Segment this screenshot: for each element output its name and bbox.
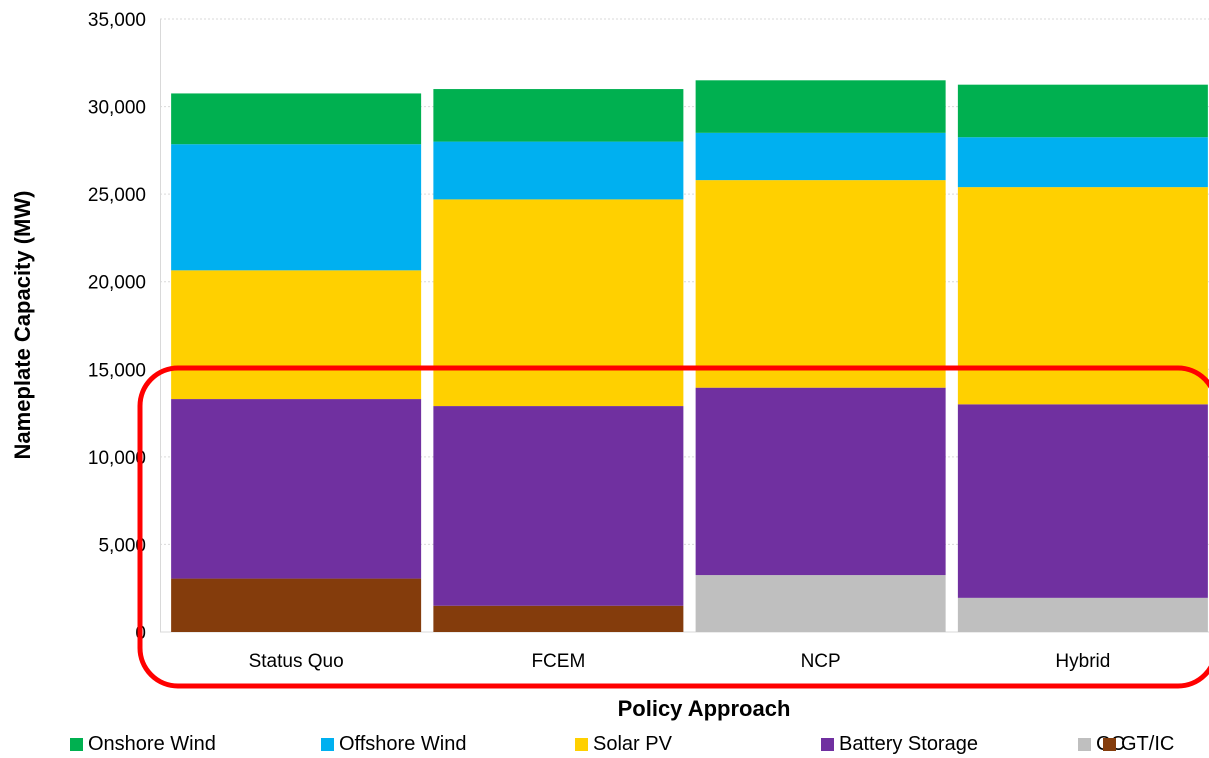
x-axis-title: Policy Approach: [618, 696, 791, 721]
bar-segment-offshore-wind: [171, 144, 422, 271]
legend-item: Solar PV: [575, 733, 672, 756]
bar-segment-cc: [695, 575, 946, 632]
y-tick-label: 30,000: [88, 98, 146, 119]
bar-segment-solar-pv: [957, 187, 1208, 405]
y-tick-label: 20,000: [88, 273, 146, 294]
x-tick-labels: Status Quo FCEM NCP Hybrid: [249, 651, 1111, 672]
legend-swatch: [575, 738, 588, 751]
bar-segment-cc: [957, 597, 1208, 632]
x-tick-label: FCEM: [531, 651, 585, 672]
bar-segment-battery-storage: [957, 404, 1208, 598]
legend-label: Solar PV: [593, 733, 672, 755]
legend-label: Offshore Wind: [339, 733, 467, 755]
bar-segment-battery-storage: [695, 387, 946, 576]
bar-segment-onshore-wind: [171, 93, 422, 145]
bar-segment-onshore-wind: [957, 84, 1208, 138]
y-tick-label: 15,000: [88, 360, 146, 381]
bar-segment-gt-ic: [171, 578, 422, 632]
legend-swatch: [821, 738, 834, 751]
legend-item: Battery Storage: [821, 733, 978, 756]
y-tick-label: 5,000: [98, 535, 146, 556]
legend-swatch: [1103, 738, 1116, 751]
bar-segment-solar-pv: [433, 199, 684, 407]
legend-label: Battery Storage: [839, 733, 978, 755]
legend-swatch: [1078, 738, 1091, 751]
bar-segment-battery-storage: [433, 406, 684, 606]
legend-swatch: [321, 738, 334, 751]
bars: [171, 80, 1208, 632]
y-axis-title: Nameplate Capacity (MW): [10, 191, 35, 460]
legend-swatch: [70, 738, 83, 751]
legend-label: Onshore Wind: [88, 733, 216, 755]
y-tick-label: 35,000: [88, 10, 146, 31]
y-tick-labels: 05,00010,00015,00020,00025,00030,00035,0…: [88, 10, 146, 644]
legend-item: Onshore Wind: [70, 733, 216, 756]
y-tick-label: 25,000: [88, 185, 146, 206]
bar-segment-gt-ic: [433, 605, 684, 632]
bar-segment-onshore-wind: [433, 89, 684, 142]
bar-segment-battery-storage: [171, 399, 422, 579]
bar-segment-onshore-wind: [695, 80, 946, 133]
bar-segment-offshore-wind: [695, 132, 946, 181]
bar-segment-offshore-wind: [433, 141, 684, 200]
bar-segment-solar-pv: [695, 180, 946, 388]
highlight-annotation-box: [137, 365, 1209, 689]
x-tick-label: NCP: [801, 651, 841, 672]
legend-label: GT/IC: [1121, 733, 1175, 755]
x-tick-label: Status Quo: [249, 651, 344, 672]
bar-segment-solar-pv: [171, 270, 422, 400]
legend-item: GT/IC: [1103, 733, 1174, 756]
legend-item: Offshore Wind: [321, 733, 466, 756]
bar-segment-offshore-wind: [957, 137, 1208, 188]
x-tick-label: Hybrid: [1055, 651, 1110, 672]
legend: Onshore Wind Offshore Wind Solar PV Battery…: [70, 733, 1200, 757]
y-tick-label: 10,000: [88, 448, 146, 469]
